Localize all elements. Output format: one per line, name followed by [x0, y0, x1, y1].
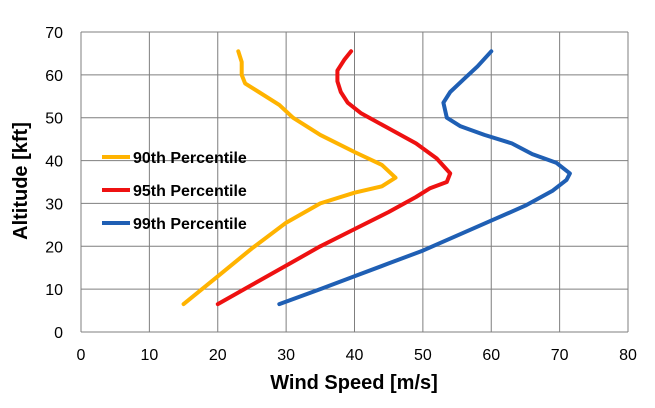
y-tick-labels: 0 10 20 30 40 50 60 70: [45, 25, 63, 342]
x-tick-label: 50: [414, 347, 432, 364]
x-tick-label: 70: [551, 347, 569, 364]
x-tick-label: 80: [619, 347, 637, 364]
legend: 90th Percentile 95th Percentile 99th Perce…: [102, 150, 247, 233]
series-line-1: [181, 49, 398, 307]
legend-label-3: 99th Percentile: [133, 216, 247, 233]
x-tick-label: 10: [140, 347, 158, 364]
y-tick-label: 70: [45, 25, 63, 42]
y-tick-label: 30: [45, 196, 63, 213]
x-tick-label: 60: [482, 347, 500, 364]
x-axis-label: Wind Speed [m/s]: [270, 372, 438, 394]
x-tick-labels: 0 10 20 30 40 50 60 70 80: [77, 347, 637, 364]
y-axis-label: Altitude [kft]: [10, 122, 32, 240]
y-tick-label: 20: [45, 239, 63, 256]
y-tick-label: 0: [54, 325, 63, 342]
series-line-3: [277, 49, 572, 307]
series-line-2: [215, 49, 453, 307]
legend-label-2: 95th Percentile: [133, 183, 247, 200]
grid-lines: [80, 31, 629, 333]
y-tick-label: 10: [45, 282, 63, 299]
x-tick-label: 30: [277, 347, 295, 364]
y-tick-label: 40: [45, 154, 63, 171]
series-lines: [181, 49, 572, 307]
y-tick-label: 50: [45, 111, 63, 128]
y-tick-label: 60: [45, 68, 63, 85]
legend-label-1: 90th Percentile: [133, 150, 247, 167]
x-tick-label: 20: [209, 347, 227, 364]
x-tick-label: 40: [346, 347, 364, 364]
x-tick-label: 0: [77, 347, 86, 364]
